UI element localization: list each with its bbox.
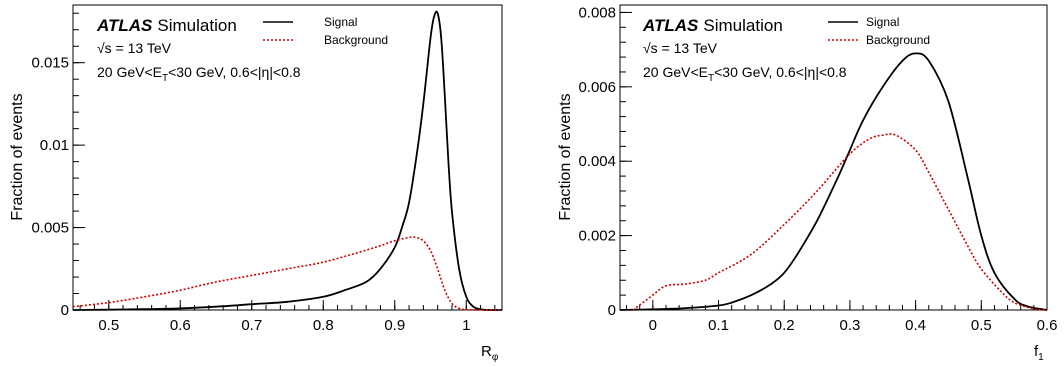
plot-frame <box>619 4 1048 311</box>
x-tick-label: 0 <box>649 317 657 334</box>
legend-background-label: Background <box>866 33 930 47</box>
series-line-signal <box>619 52 1048 311</box>
data-curves <box>619 52 1048 311</box>
legend: Signal Background <box>263 15 388 47</box>
x-tick-label: 0.1 <box>708 317 729 334</box>
y-tick-label: 0.008 <box>578 4 616 21</box>
chart-rphi: 0.5 0.6 0.7 0.8 0.9 1 0 0.005 0.01 0.015 Fraction… <box>9 4 503 363</box>
series-line-background <box>72 236 503 311</box>
cut-label: 20 GeV<ET<30 GeV, 0.6<|η|<0.8 <box>643 64 847 84</box>
series-line-signal <box>72 10 503 311</box>
y-tick-label: 0.004 <box>578 153 616 170</box>
series-line-background <box>632 133 1048 311</box>
y-tick-label: 0.002 <box>578 228 616 245</box>
x-tick-label: 0.8 <box>313 317 334 334</box>
x-tick-label: 1 <box>462 317 470 334</box>
energy-label: √s = 13 TeV <box>97 40 172 56</box>
x-tick-label: 0.4 <box>905 317 926 334</box>
legend-signal-label: Signal <box>324 15 357 29</box>
legend-signal-label: Signal <box>866 15 899 29</box>
y-tick-label: 0.015 <box>31 55 69 72</box>
x-tick-label: 0.9 <box>384 317 405 334</box>
x-tick-label: 0.7 <box>241 317 262 334</box>
chart-f1: 0 0.1 0.2 0.3 0.4 0.5 0.6 0 0.002 0.004 0.006 0.008… <box>557 4 1057 363</box>
y-tick-label: 0.01 <box>40 137 69 154</box>
x-axis-label: f1 <box>1034 343 1044 363</box>
y-tick-label: 0 <box>608 302 616 319</box>
legend: Signal Background <box>828 15 930 47</box>
data-curves <box>72 10 503 311</box>
atlas-label: ATLAS Simulation <box>96 16 237 35</box>
cut-label: 20 GeV<ET<30 GeV, 0.6<|η|<0.8 <box>97 64 301 84</box>
x-axis-label: Rφ <box>481 343 499 363</box>
x-tick-label: 0.2 <box>774 317 795 334</box>
y-tick-label: 0 <box>61 302 69 319</box>
y-axis-label: Fraction of events <box>557 93 574 220</box>
y-tick-label: 0.006 <box>578 79 616 96</box>
y-tick-label: 0.005 <box>31 220 69 237</box>
axis-ticks: 0.5 0.6 0.7 0.8 0.9 1 0 0.005 0.01 0.015 <box>31 12 496 334</box>
x-tick-label: 0.6 <box>1037 317 1058 334</box>
energy-label: √s = 13 TeV <box>643 40 718 56</box>
x-tick-label: 0.5 <box>971 317 992 334</box>
plot-frame <box>72 4 503 311</box>
x-tick-label: 0.3 <box>839 317 860 334</box>
y-axis-label: Fraction of events <box>9 93 26 220</box>
atlas-label: ATLAS Simulation <box>642 16 783 35</box>
axis-ticks: 0 0.1 0.2 0.3 0.4 0.5 0.6 0 0.002 0.004 0.006 0.008 <box>578 4 1057 334</box>
x-tick-label: 0.5 <box>98 317 119 334</box>
legend-background-label: Background <box>324 33 388 47</box>
x-tick-label: 0.6 <box>170 317 191 334</box>
